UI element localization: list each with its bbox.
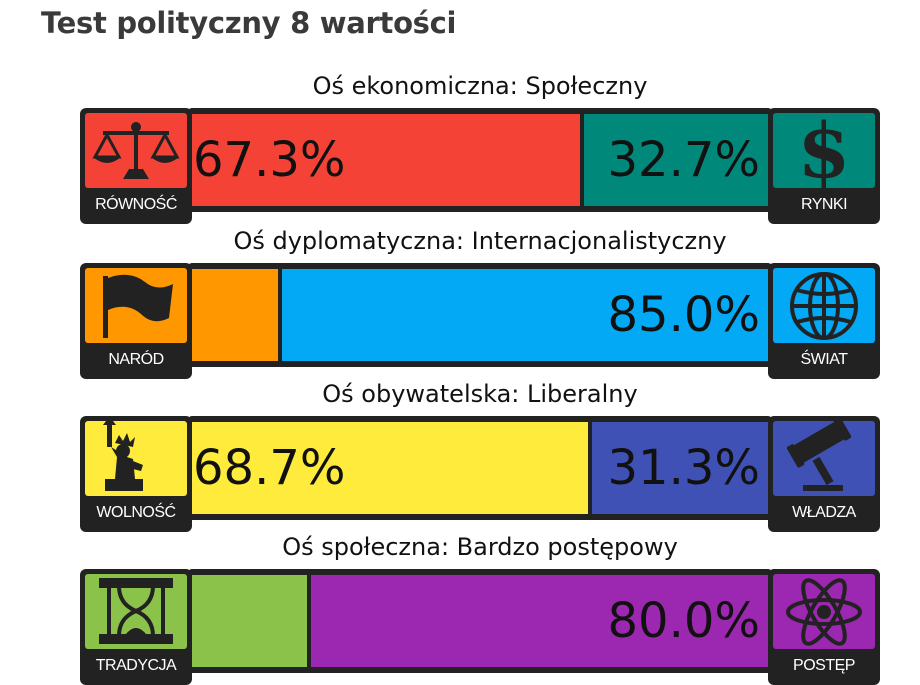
axis-icon-left: RÓWNOŚĆ [80,108,192,224]
axis-row: Oś ekonomiczna: Społeczny 67.3% 32.7% RÓWNO… [80,68,880,224]
axis-title: Oś dyplomatyczna: Internacjonalistyczny [233,227,727,255]
axis-icon-left: NARÓD [80,263,192,379]
axis-icon-right: POSTĘP [768,569,880,685]
svg-text:$: $ [798,113,851,188]
percent-label-right: 32.7% [607,132,760,188]
axis-icon-left: WOLNOŚĆ [80,416,192,532]
axis-row: Oś obywatelska: Liberalny 68.7% 31.3% WOLNO… [80,376,880,532]
percent-label-left: 67.3% [193,132,346,188]
axis-title: Oś ekonomiczna: Społeczny [312,72,648,100]
bar-segment-left [192,575,307,667]
statue-of-liberty-icon [85,421,187,496]
atom-icon [773,574,875,649]
axis-end-label: WOLNOŚĆ [96,504,176,521]
axis-end-label: NARÓD [108,351,164,368]
percent-label-left: 68.7% [193,440,346,496]
axis-icon-right: ŚWIAT [768,263,880,379]
bar-segment-left [192,114,580,206]
axis-title: Oś obywatelska: Liberalny [322,380,638,408]
dollar-icon: $ [773,113,875,188]
axis-end-label: POSTĘP [793,657,855,674]
axis-row: Oś dyplomatyczna: Internacjonalistyczny 8… [80,223,880,379]
axis-icon-right: WŁADZA [768,416,880,532]
axis-bar-track: 85.0% [188,263,772,367]
axis-icon-right: $ RYNKI [768,108,880,224]
percent-label-right: 80.0% [607,593,760,649]
axis-icon-left: TRADYCJA [80,569,192,685]
axis-end-label: TRADYCJA [95,657,177,674]
flag-icon [85,268,187,343]
globe-icon [773,268,875,343]
hourglass-icon [85,574,187,649]
axis-end-label: ŚWIAT [800,351,848,368]
scales-icon [85,113,187,188]
axis-bar-track: 68.7% 31.3% [188,416,772,520]
axis-title: Oś społeczna: Bardzo postępowy [282,533,678,561]
gavel-icon [773,421,875,496]
axis-end-label: WŁADZA [792,504,856,521]
axis-row: Oś społeczna: Bardzo postępowy 80.0% TRADY… [80,529,880,685]
axis-end-label: RYNKI [800,196,848,213]
axis-end-label: RÓWNOŚĆ [95,196,177,213]
percent-label-right: 85.0% [607,287,760,343]
bar-segment-left [192,269,278,361]
axis-bar-track: 67.3% 32.7% [188,108,772,212]
bar-segment-right [311,575,768,667]
bar-segment-right [592,422,768,514]
percent-label-right: 31.3% [607,440,760,496]
bar-segment-right [282,269,768,361]
bar-segment-right [584,114,768,206]
page-title: Test polityczny 8 wartości [41,6,457,40]
bar-segment-left [192,422,588,514]
axis-bar-track: 80.0% [188,569,772,673]
